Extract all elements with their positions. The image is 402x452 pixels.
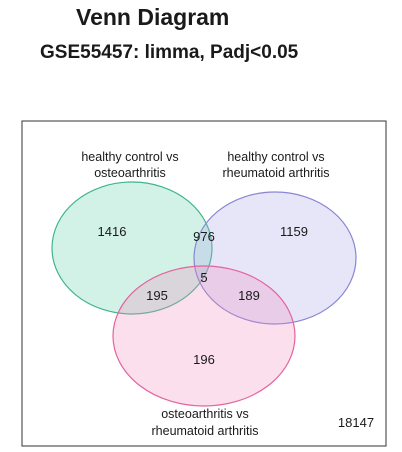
region-count-c-only: 196 xyxy=(193,352,215,367)
region-count-ab: 976 xyxy=(193,229,215,244)
venn-circle-healthy-vs-osteoarthritis xyxy=(51,181,213,315)
page-title: Venn Diagram xyxy=(76,4,230,30)
set-label-c-line2: rheumatoid arthritis xyxy=(152,424,259,438)
set-label-b-line1: healthy control vs xyxy=(227,150,324,164)
region-count-bc: 189 xyxy=(238,288,260,303)
set-label-c-line1: osteoarthritis vs xyxy=(161,407,249,421)
venn-circle-healthy-vs-rheumatoid xyxy=(193,191,357,325)
region-count-ac: 195 xyxy=(146,288,168,303)
set-label-b-line2: rheumatoid arthritis xyxy=(223,166,330,180)
set-label-a-line2: osteoarthritis xyxy=(94,166,166,180)
region-count-a-only: 1416 xyxy=(98,224,127,239)
venn-frame xyxy=(21,120,387,447)
venn-circle-osteo-vs-rheumatoid xyxy=(112,265,296,407)
set-label-a-line1: healthy control vs xyxy=(81,150,178,164)
region-count-b-only: 1159 xyxy=(280,224,308,239)
region-count-abc: 5 xyxy=(200,270,207,285)
outside-count: 18147 xyxy=(338,415,374,430)
page-subtitle: GSE55457: limma, Padj<0.05 xyxy=(40,42,299,63)
